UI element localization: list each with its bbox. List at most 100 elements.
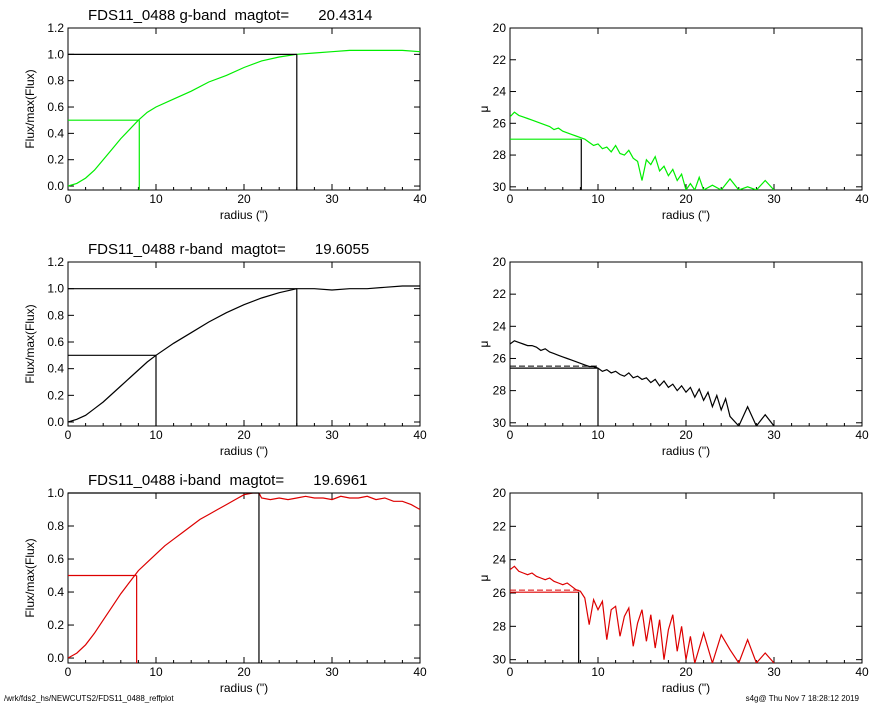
i-surface-xtick-label: 30 [767,665,781,679]
g-surface-xtick-label: 30 [767,192,781,206]
i-growth-xtick-label: 0 [65,665,72,679]
i-growth-ytick-label: 0.2 [47,618,64,632]
i-surface-frame [509,492,863,664]
g-surface-ylabel: μ [477,105,491,112]
r-growth-xtick-label: 40 [413,428,427,442]
g-growth-frame [67,27,421,191]
g-growth-xtick-label: 0 [65,192,72,206]
r-surface-xlabel: radius (") [662,444,710,458]
g-growth-ytick-label: 1.0 [47,47,64,61]
g-surface-xtick-label: 10 [591,192,605,206]
r-growth-frame [67,261,421,427]
r-surface-xtick-label: 0 [507,428,514,442]
g-surface-ytick-label: 22 [493,53,507,67]
r-growth-panel: 0 10 20 30 40 0.0 0.2 0.4 0.6 0.8 1.0 1.2 radius (")… [23,241,427,458]
i-surface-xtick-label: 0 [507,665,514,679]
g-growth-plot-area [68,49,420,187]
g-growth-ytick-label: 0.2 [47,153,64,167]
i-growth-ytick-label: 0.0 [47,651,64,665]
g-growth-xtick-label: 30 [325,192,339,206]
i-growth-plot-area [68,493,420,659]
i-growth-ylabel: Flux/max(Flux) [23,538,37,617]
i-growth-panel: 0 10 20 30 40 0.0 0.2 0.4 0.6 0.8 1.0 radius (") Flu… [23,472,427,695]
g-surface-ytick-label: 30 [493,180,507,194]
i-growth-xlabel: radius (") [220,681,268,695]
r-growth-plot-area [68,285,420,423]
r-growth-ytick-label: 0.4 [47,362,64,376]
r-growth-xtick-label: 30 [325,428,339,442]
g-growth-xtick-label: 20 [237,192,251,206]
i-growth-ytick-label: 0.6 [47,552,64,566]
r-growth-xlabel: radius (") [220,444,268,458]
g-growth-xlabel: radius (") [220,208,268,222]
footer-timestamp: s4g@ Thu Nov 7 18:28:12 2019 [745,694,859,703]
r-growth-ytick-label: 1.0 [47,282,64,296]
g-growth-ylabel: Flux/max(Flux) [23,69,37,148]
i-growth-xtick-label: 20 [237,665,251,679]
g-growth-ytick-label: 0.0 [47,179,64,193]
g-surface-ytick-label: 20 [493,21,507,35]
r-surface-xtick-label: 10 [591,428,605,442]
i-growth-title: FDS11_0488 i-band magtot= 19.6961 [88,472,368,489]
i-surface-plot-area [510,565,775,663]
g-surface-frame [509,27,863,191]
g-surface-xtick-label: 40 [855,192,869,206]
r-surface-ytick-label: 30 [493,416,507,430]
g-growth-ytick-label: 0.8 [47,74,64,88]
i-growth-ytick-label: 0.4 [47,585,64,599]
r-surface-ytick-label: 20 [493,255,507,269]
g-surface-series-line [510,111,775,190]
r-growth-ytick-label: 0.0 [47,415,64,429]
i-surface-ytick-label: 20 [493,486,507,500]
i-surface-xlabel: radius (") [662,681,710,695]
r-growth-ylabel: Flux/max(Flux) [23,304,37,383]
i-growth-ytick-label: 0.8 [47,519,64,533]
g-surface-plot-area [510,111,775,190]
r-surface-series-line [510,340,775,426]
r-growth-xtick-label: 0 [65,428,72,442]
g-growth-panel: 0 10 20 30 40 0.0 0.2 0.4 0.6 0.8 1.0 1.2 radius (")… [23,7,427,222]
g-surface-ytick-label: 24 [493,85,507,99]
r-surface-frame [509,261,863,427]
g-growth-xtick-label: 40 [413,192,427,206]
i-surface-ytick-label: 22 [493,519,507,533]
g-growth-series-line [68,49,420,187]
r-growth-ytick-label: 1.2 [47,255,64,269]
i-surface-ytick-label: 26 [493,586,507,600]
g-growth-ytick-label: 1.2 [47,21,64,35]
r-surface-ytick-label: 22 [493,287,507,301]
g-growth-xtick-label: 10 [149,192,163,206]
i-surface-ytick-label: 24 [493,553,507,567]
g-surface-xtick-label: 20 [679,192,693,206]
r-surface-xtick-label: 40 [855,428,869,442]
i-growth-ytick-label: 1.0 [47,486,64,500]
r-surface-panel: 0 10 20 30 40 20 22 24 26 28 30 radius (") μ [477,255,869,458]
g-surface-ytick-label: 28 [493,148,507,162]
i-growth-frame [67,492,421,664]
r-surface-ytick-label: 26 [493,351,507,365]
r-growth-xtick-label: 10 [149,428,163,442]
i-surface-ylabel: μ [477,574,491,581]
r-growth-ytick-label: 0.2 [47,388,64,402]
r-surface-xtick-label: 30 [767,428,781,442]
g-surface-xlabel: radius (") [662,208,710,222]
i-surface-xtick-label: 10 [591,665,605,679]
i-surface-series-line [510,565,775,663]
footer-file-path: /wrk/fds2_hs/NEWCUTS2/FDS11_0488_reffplo… [4,694,174,703]
i-surface-panel: 0 10 20 30 40 20 22 24 26 28 30 radius (") μ [477,486,869,695]
r-surface-ytick-label: 28 [493,384,507,398]
r-growth-ytick-label: 0.8 [47,308,64,322]
i-growth-xtick-label: 40 [413,665,427,679]
r-growth-series-line [68,285,420,423]
g-surface-ytick-label: 26 [493,116,507,130]
i-growth-xtick-label: 10 [149,665,163,679]
i-growth-series-line [68,493,420,659]
g-growth-ytick-label: 0.4 [47,126,64,140]
r-surface-ytick-label: 24 [493,319,507,333]
r-surface-xtick-label: 20 [679,428,693,442]
g-growth-ytick-label: 0.6 [47,100,64,114]
r-growth-title: FDS11_0488 r-band magtot= 19.6055 [88,241,369,258]
g-surface-xtick-label: 0 [507,192,514,206]
i-growth-xtick-label: 30 [325,665,339,679]
